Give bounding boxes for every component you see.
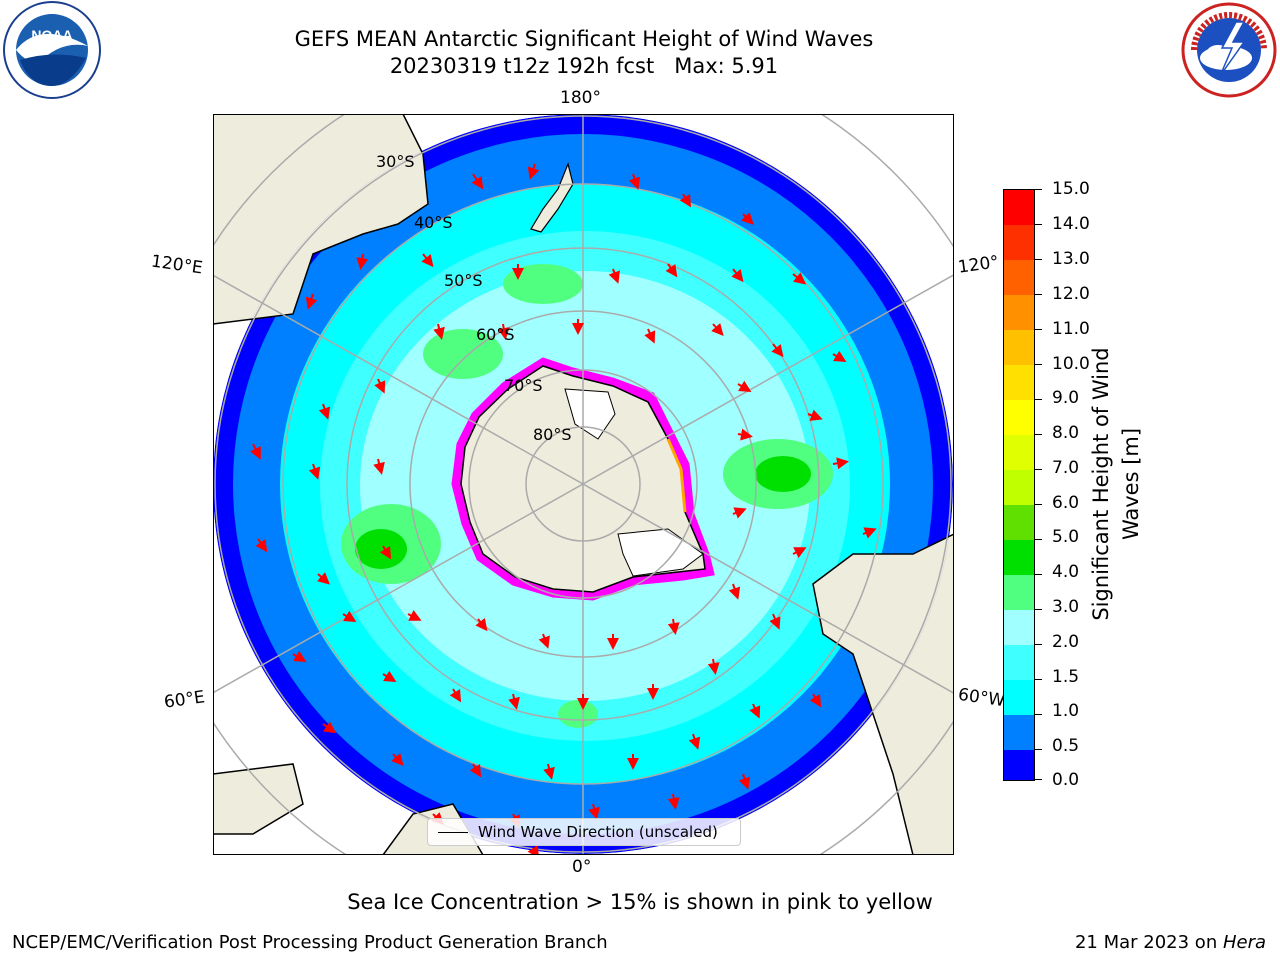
map-title: GEFS MEAN Antarctic Significant Height o… [294,27,874,51]
colorbar-tick: 8.0 [1052,423,1080,443]
lat-label-30s: 30°S [376,152,415,171]
sea-ice-note: Sea Ice Concentration > 15% is shown in … [347,890,933,914]
footer-branch: NCEP/EMC/Verification Post Processing Pr… [12,932,608,953]
noaa-logo-text: NOAA [31,27,72,43]
lon-label-120w: 120° [956,252,1001,278]
polar-stereographic-map [213,114,954,855]
colorbar-tick: 0.5 [1052,736,1080,756]
colorbar-tick: 11.0 [1052,319,1090,339]
ross-ice-shelf [564,388,616,440]
new-zealand-land [530,162,574,233]
colorbar-tick: 6.0 [1052,493,1080,513]
map-subtitle: 20230319 t12z 192h fcst Max: 5.91 [389,54,779,78]
noaa-logo: NOAA [0,0,104,104]
lon-label-60e: 60°E [162,687,207,713]
footer-date: 21 Mar 2023 on Hera [1075,932,1266,953]
colorbar-label-line1: Significant Height of Wind [1089,347,1113,621]
colorbar-tick: 1.5 [1052,667,1080,687]
colorbar-tick: 13.0 [1052,249,1090,269]
footer-date-text: 21 Mar 2023 on [1074,932,1223,953]
colorbar-tick: 3.0 [1052,597,1080,617]
wind-wave-arrows [250,163,877,855]
lat-label-80s: 80°S [533,425,572,444]
lon-label-180: 180° [560,88,601,108]
colorbar-tick: 14.0 [1052,214,1090,234]
colorbar-tick: 2.0 [1052,632,1080,652]
lat-label-60s: 60°S [476,325,515,344]
legend-line-icon [438,832,468,833]
colorbar-tick: 10.0 [1052,354,1090,374]
lon-label-60w: 60°W [956,684,1007,712]
legend-label: Wind Wave Direction (unscaled) [478,823,718,841]
lat-label-50s: 50°S [444,271,483,290]
footer-host: Hera [1222,932,1266,953]
lon-label-120e: 120°E [149,251,204,279]
lat-label-70s: 70°S [504,376,543,395]
map-legend: Wind Wave Direction (unscaled) [427,818,741,846]
colorbar-tick: 12.0 [1052,284,1090,304]
colorbar-tick: 7.0 [1052,458,1080,478]
colorbar-tick: 15.0 [1052,179,1090,199]
colorbar-tick: 0.0 [1052,770,1080,790]
lon-label-0: 0° [572,857,592,877]
colorbar-tick: 1.0 [1052,701,1080,721]
colorbar [1003,189,1035,781]
colorbar-tick: 5.0 [1052,527,1080,547]
lat-label-40s: 40°S [414,213,453,232]
colorbar-tick: 9.0 [1052,388,1080,408]
graticule [213,114,954,855]
colorbar-tick: 4.0 [1052,562,1080,582]
national-weather-service-logo [1178,0,1280,102]
colorbar-label-line2: Waves [m] [1119,427,1143,541]
